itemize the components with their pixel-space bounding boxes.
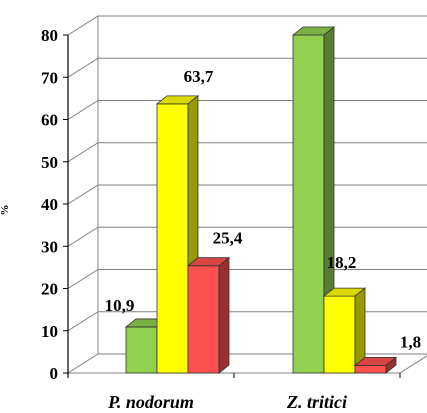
bar <box>291 26 336 374</box>
category-label: Z. tritici <box>286 392 347 412</box>
data-label: 1,8 <box>400 332 421 351</box>
y-tick-label: 30 <box>41 237 58 256</box>
gridline <box>67 184 427 205</box>
gridline <box>67 226 427 247</box>
bar-front <box>323 295 356 374</box>
data-label: 63,7 <box>184 67 214 86</box>
bar-front <box>292 34 325 374</box>
gridline <box>67 100 427 120</box>
category-label: P. nodorum <box>107 392 194 412</box>
gridline <box>67 57 427 78</box>
bar <box>353 356 398 374</box>
chart-axes <box>63 34 427 378</box>
y-tick-label: 10 <box>41 322 58 341</box>
bar-front <box>125 326 158 374</box>
gridline <box>67 142 427 163</box>
y-tick-label: 80 <box>41 26 58 45</box>
bar-side <box>385 356 397 374</box>
y-tick-label: 60 <box>41 111 58 130</box>
bar-side <box>218 256 230 374</box>
bar-front <box>187 265 220 374</box>
y-axis-label: % <box>0 205 11 216</box>
gridline <box>67 15 427 36</box>
chart-bars <box>124 26 398 374</box>
gridline <box>67 269 427 289</box>
y-tick-label: 70 <box>41 68 58 87</box>
data-label: 18,2 <box>327 253 357 272</box>
data-label: 10,9 <box>105 296 135 315</box>
category-labels: P. nodorum Z. tritici <box>107 392 347 412</box>
y-tick-label: 40 <box>41 195 58 214</box>
bar-front <box>156 103 189 374</box>
data-label: 25,4 <box>213 229 243 248</box>
y-tick-label: 50 <box>41 153 58 172</box>
y-tick-label: 0 <box>50 364 59 383</box>
chart-gridlines <box>67 15 427 374</box>
bar-front <box>354 364 387 374</box>
data-label: 80 <box>305 0 322 4</box>
y-axis-ticks: 0 10 20 30 40 50 60 70 80 <box>41 26 58 383</box>
y-tick-label: 20 <box>41 280 58 299</box>
bar <box>322 287 367 374</box>
data-labels: 10,9 80 63,7 18,2 25,4 1,8 <box>105 0 422 351</box>
bar <box>186 256 231 374</box>
